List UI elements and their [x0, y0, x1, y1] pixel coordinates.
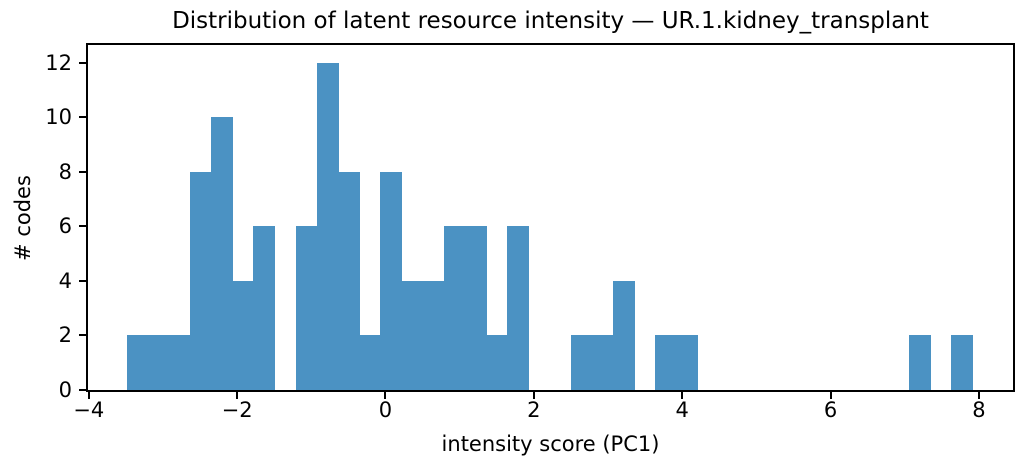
- histogram-bar: [443, 226, 466, 390]
- histogram-bar: [295, 226, 318, 390]
- y-tick: [79, 61, 86, 64]
- x-tick-label: 8: [972, 398, 986, 422]
- plot-area: [88, 45, 1013, 390]
- x-tick-label: 0: [378, 398, 393, 422]
- histogram-bar: [337, 171, 360, 390]
- y-tick-label: 2: [58, 323, 72, 348]
- histogram-bar: [422, 280, 445, 390]
- histogram-bar: [126, 335, 149, 390]
- histogram-bar: [211, 117, 233, 390]
- y-tick: [79, 334, 86, 337]
- x-axis-label: intensity score (PC1): [441, 432, 660, 456]
- histogram-bar: [570, 335, 593, 390]
- histogram-bar: [676, 335, 698, 390]
- x-tick: [829, 392, 832, 399]
- x-tick-label: −4: [73, 398, 105, 422]
- y-tick: [79, 389, 86, 391]
- x-tick-label: 2: [527, 398, 541, 422]
- histogram-bar: [316, 62, 339, 390]
- histogram-bar: [464, 226, 487, 390]
- histogram-bar: [612, 280, 635, 390]
- x-tick: [977, 392, 980, 399]
- y-axis-label: # codes: [11, 175, 35, 261]
- x-tick: [681, 392, 684, 399]
- histogram-bar: [908, 335, 931, 390]
- histogram-bar: [507, 226, 529, 390]
- histogram-bar: [168, 335, 191, 390]
- histogram-bar: [253, 226, 276, 390]
- x-tick-label: 4: [675, 398, 689, 422]
- histogram-bar: [951, 335, 973, 390]
- y-tick-label: 10: [45, 105, 72, 130]
- y-tick-label: 4: [58, 268, 72, 293]
- histogram-bar: [189, 171, 212, 390]
- y-tick: [79, 225, 86, 228]
- y-tick-label: 6: [58, 214, 72, 239]
- histogram-bar: [359, 335, 381, 390]
- y-tick-label: 12: [45, 50, 72, 75]
- x-tick-label: 6: [823, 398, 838, 422]
- chart-title: Distribution of latent resource intensit…: [172, 8, 929, 34]
- x-tick: [236, 392, 239, 399]
- x-tick: [532, 392, 535, 399]
- y-tick: [79, 170, 86, 173]
- histogram-bar: [147, 335, 170, 390]
- y-tick-label: 8: [58, 159, 72, 184]
- histogram-bar: [591, 335, 614, 390]
- histogram-bar: [232, 280, 254, 390]
- x-tick-label: −2: [221, 398, 253, 422]
- y-tick: [79, 116, 86, 119]
- histogram-bar: [485, 335, 508, 390]
- x-tick: [384, 392, 387, 399]
- histogram-bar: [380, 171, 402, 390]
- y-tick: [79, 279, 86, 282]
- histogram-bar: [401, 280, 424, 390]
- x-tick: [87, 392, 90, 399]
- y-tick-label: 0: [58, 378, 72, 402]
- histogram-bar: [655, 335, 677, 390]
